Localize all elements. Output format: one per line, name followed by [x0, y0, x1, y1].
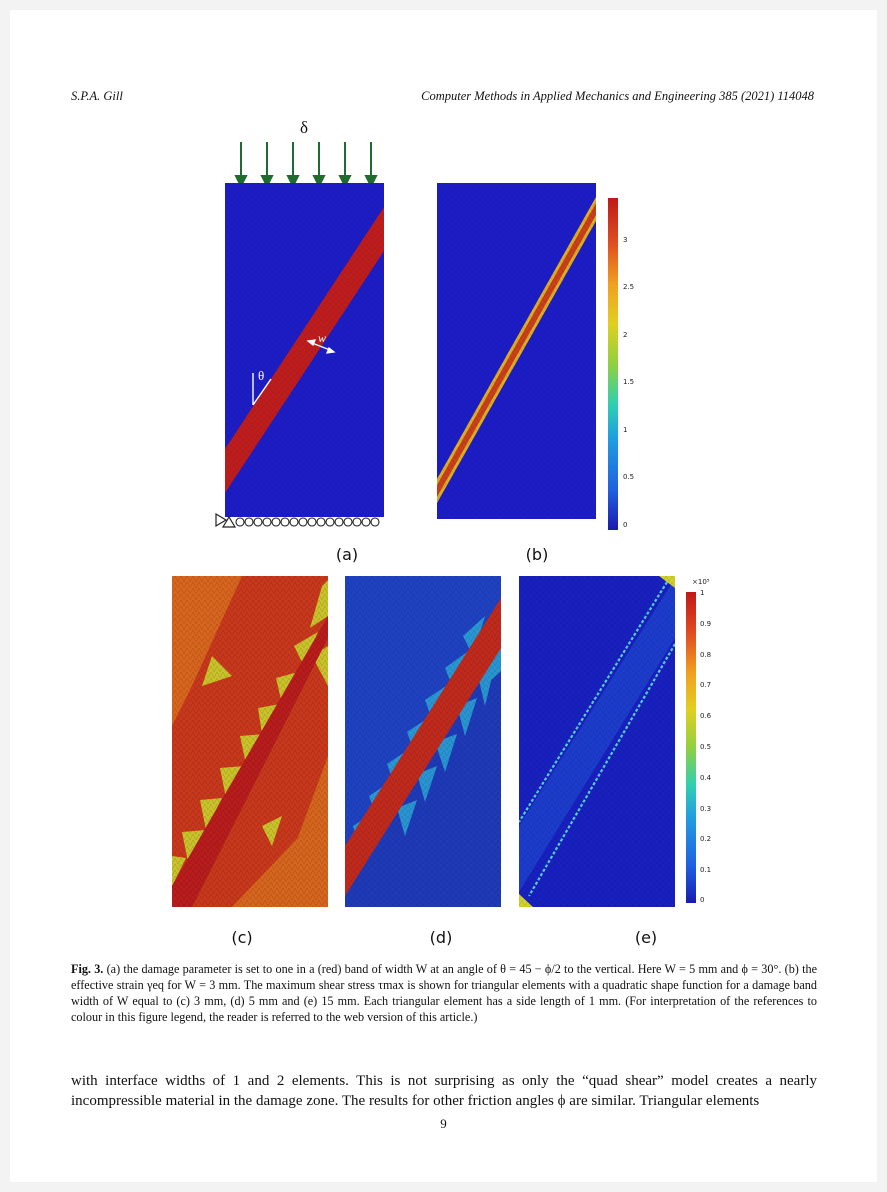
colorbar-e-tick: 0.5 — [700, 743, 712, 751]
colorbar-b-tick: 2.5 — [623, 283, 635, 291]
panel-label-b: (b) — [525, 545, 549, 564]
colorbar-e-tick: 0.9 — [700, 620, 712, 628]
colorbar-e-tick: 0.3 — [700, 805, 712, 813]
colorbar-e-tick: 0.4 — [700, 774, 712, 782]
colorbar-e-multiplier: ×10⁵ — [692, 578, 710, 586]
body-paragraph: with interface widths of 1 and 2 element… — [71, 1073, 817, 1109]
roller-supports — [215, 512, 380, 528]
colorbar-e-tick: 0.6 — [700, 712, 712, 720]
damage-field-plot: w θ — [225, 183, 384, 517]
band-angle-label: θ — [258, 368, 264, 383]
paper-page: S.P.A. Gill Computer Methods in Applied … — [10, 10, 877, 1182]
figure-caption-text: (a) the damage parameter is set to one i… — [71, 962, 817, 1024]
shear-stress-plot-c — [172, 576, 328, 907]
colorbar-e-tick: 1 — [700, 589, 705, 597]
band-width-label: w — [318, 331, 326, 345]
shear-stress-plot-d — [345, 576, 501, 907]
panel-label-e: (e) — [634, 928, 658, 947]
colorbar-e-tick: 0.7 — [700, 681, 712, 689]
running-header-author: S.P.A. Gill — [71, 89, 123, 103]
figure-caption: Fig. 3. (a) the damage parameter is set … — [71, 961, 817, 1025]
running-header-journal: Computer Methods in Applied Mechanics an… — [421, 89, 814, 103]
colorbar-b-tick: 1 — [623, 426, 628, 434]
colorbar-e-tick: 0.2 — [700, 835, 712, 843]
strain-field-plot — [437, 183, 596, 519]
colorbar-e-tick: 0 — [700, 896, 705, 904]
colorbar-b-tick: 0.5 — [623, 473, 635, 481]
colorbar-b-tick: 3 — [623, 236, 628, 244]
colorbar-b-tick: 2 — [623, 331, 628, 339]
colorbar-b — [608, 198, 618, 530]
page-number: 9 — [440, 1116, 447, 1131]
figure-caption-label: Fig. 3. — [71, 962, 104, 976]
panel-label-a: (a) — [335, 545, 359, 564]
panel-label-d: (d) — [429, 928, 453, 947]
shear-stress-plot-e — [519, 576, 675, 907]
colorbar-e-tick: 0.1 — [700, 866, 712, 874]
colorbar-b-tick: 1.5 — [623, 378, 635, 386]
colorbar-b-tick: 0 — [623, 521, 628, 529]
load-delta-label: δ — [300, 118, 309, 137]
panel-label-c: (c) — [231, 928, 253, 947]
load-arrows — [234, 142, 378, 189]
colorbar-e-tick: 0.8 — [700, 651, 712, 659]
colorbar-e — [686, 592, 696, 903]
